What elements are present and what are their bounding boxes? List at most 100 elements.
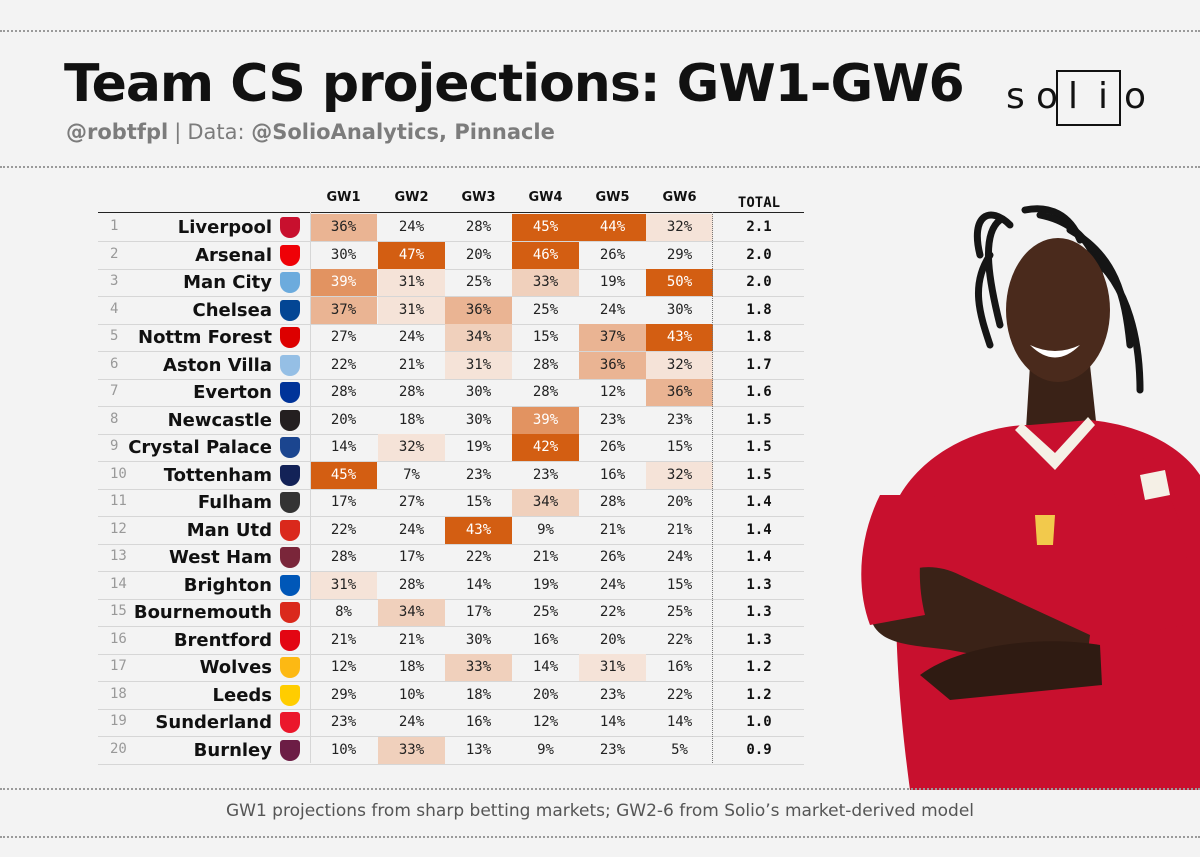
table-row: 18 Leeds 29% 10% 18% 20% 23% 22% 1.2 [98, 682, 804, 710]
column-header-gw1: GW1 [326, 190, 361, 205]
cs-cell-gw6: 21% [666, 521, 693, 538]
rank-number: 14 [110, 575, 127, 592]
table-row: 3 Man City 39% 31% 25% 33% 19% 50% 2.0 [98, 269, 804, 297]
team-crest-icon [280, 657, 300, 678]
team-name: Nottm Forest [138, 327, 272, 348]
rank-number: 7 [110, 383, 119, 399]
team-name: Man Utd [186, 519, 272, 541]
subtitle: @robtfpl | Data: @SolioAnalytics, Pinnacle [66, 120, 555, 144]
cs-cell-gw5: 36% [579, 351, 646, 379]
cs-cell-gw5: 26% [599, 549, 626, 565]
cs-cell-gw2: 24% [398, 219, 425, 235]
team-name: Brentford [173, 629, 272, 651]
rank-number: 8 [110, 410, 119, 427]
cs-cell-gw2: 34% [378, 599, 445, 626]
data-prefix: Data: [187, 120, 245, 144]
total-cell: 1.2 [746, 686, 772, 703]
team-crest-icon [280, 519, 300, 541]
team-name: Sunderland [155, 712, 272, 733]
total-cell: 1.3 [746, 631, 772, 648]
team-crest-icon [280, 629, 300, 651]
total-cell: 1.6 [746, 384, 772, 400]
column-header-gw2: GW2 [394, 190, 429, 205]
logo-letter: o [1036, 76, 1059, 117]
table-row: 19 Sunderland 23% 24% 16% 12% 14% 14% 1.0 [98, 709, 804, 737]
solio-logo: s o l i o [1006, 68, 1156, 130]
cs-cell-gw2: 33% [378, 736, 445, 764]
player-face [1006, 238, 1110, 382]
team-name: Bournemouth [133, 602, 272, 623]
cs-cell-gw2: 18% [398, 411, 425, 428]
rank-number: 9 [110, 438, 119, 454]
cs-cell-gw2: 27% [398, 494, 425, 510]
cs-cell-gw1: 27% [330, 329, 357, 345]
cs-cell-gw6: 32% [646, 351, 713, 379]
footer-note: GW1 projections from sharp betting marke… [225, 801, 975, 821]
total-cell: 1.5 [746, 411, 772, 428]
player-smile [1030, 345, 1080, 358]
cs-cell-gw3: 18% [465, 686, 492, 703]
total-cell: 1.8 [746, 329, 772, 345]
cs-cell-gw1: 14% [330, 439, 357, 455]
cs-cell-gw4: 21% [532, 549, 559, 565]
cs-cell-gw4: 39% [512, 406, 579, 434]
cs-cell-gw1: 29% [330, 686, 357, 703]
cs-cell-gw1: 37% [310, 296, 377, 324]
cs-cell-gw1: 21% [330, 631, 357, 648]
cs-cell-gw6: 15% [666, 439, 693, 455]
cs-cell-gw1: 12% [330, 659, 357, 675]
column-header-gw5: GW5 [595, 190, 630, 205]
cs-cell-gw6: 50% [646, 269, 713, 296]
rank-number: 18 [110, 685, 127, 702]
cs-cell-gw5: 20% [599, 631, 626, 648]
top-divider [0, 30, 1200, 32]
cs-cell-gw5: 23% [599, 741, 626, 758]
cs-cell-gw6: 25% [666, 604, 693, 620]
cs-cell-gw6: 20% [666, 494, 693, 510]
data-sources: @SolioAnalytics, Pinnacle [251, 120, 555, 144]
team-crest-icon [280, 299, 300, 321]
team-name: West Ham [169, 547, 272, 568]
table-row: 12 Man Utd 22% 24% 43% 9% 21% 21% 1.4 [98, 516, 804, 545]
cs-cell-gw6: 14% [666, 714, 693, 730]
page-title: Team CS projections: GW1-GW6 [64, 54, 965, 114]
column-header-gw6: GW6 [662, 190, 697, 205]
team-crest-icon [280, 712, 300, 733]
total-cell: 2.0 [746, 274, 772, 290]
team-crest-icon [280, 272, 300, 293]
cs-cell-gw4: 16% [532, 631, 559, 648]
table-row: 17 Wolves 12% 18% 33% 14% 31% 16% 1.2 [98, 654, 804, 682]
cs-cell-gw6: 32% [646, 214, 713, 241]
cs-cell-gw5: 26% [599, 246, 626, 263]
cs-cell-gw4: 20% [532, 686, 559, 703]
cs-cell-gw4: 14% [532, 659, 559, 675]
cs-cell-gw1: 17% [330, 494, 357, 510]
cs-cell-gw3: 36% [445, 296, 512, 324]
rank-number: 20 [110, 740, 127, 757]
team-name: Brighton [183, 574, 272, 596]
total-cell: 1.0 [746, 714, 772, 730]
cs-cell-gw4: 25% [532, 604, 559, 620]
cs-cell-gw1: 45% [310, 461, 377, 489]
cs-cell-gw2: 28% [398, 576, 425, 593]
rank-number: 19 [110, 713, 127, 729]
cs-cell-gw4: 42% [512, 434, 579, 461]
team-crest-icon [280, 437, 300, 458]
cs-cell-gw4: 34% [512, 489, 579, 516]
cs-cell-gw5: 26% [599, 439, 626, 455]
cs-cell-gw3: 43% [445, 516, 512, 544]
rank-number: 11 [110, 493, 127, 509]
cs-cell-gw3: 34% [445, 324, 512, 351]
team-name: Fulham [197, 492, 272, 513]
cs-cell-gw3: 17% [465, 604, 492, 620]
cs-cell-gw2: 31% [378, 296, 445, 324]
cs-cell-gw3: 28% [465, 219, 492, 235]
team-crest-icon [280, 409, 300, 431]
author-handle: @robtfpl [66, 120, 169, 144]
sponsor-badge [1140, 470, 1170, 500]
table-top-rule [98, 212, 804, 213]
cs-cell-gw1: 28% [330, 384, 357, 400]
cs-cell-gw6: 32% [646, 461, 713, 489]
cs-cell-gw4: 46% [512, 241, 579, 269]
team-crest-icon [280, 354, 300, 376]
